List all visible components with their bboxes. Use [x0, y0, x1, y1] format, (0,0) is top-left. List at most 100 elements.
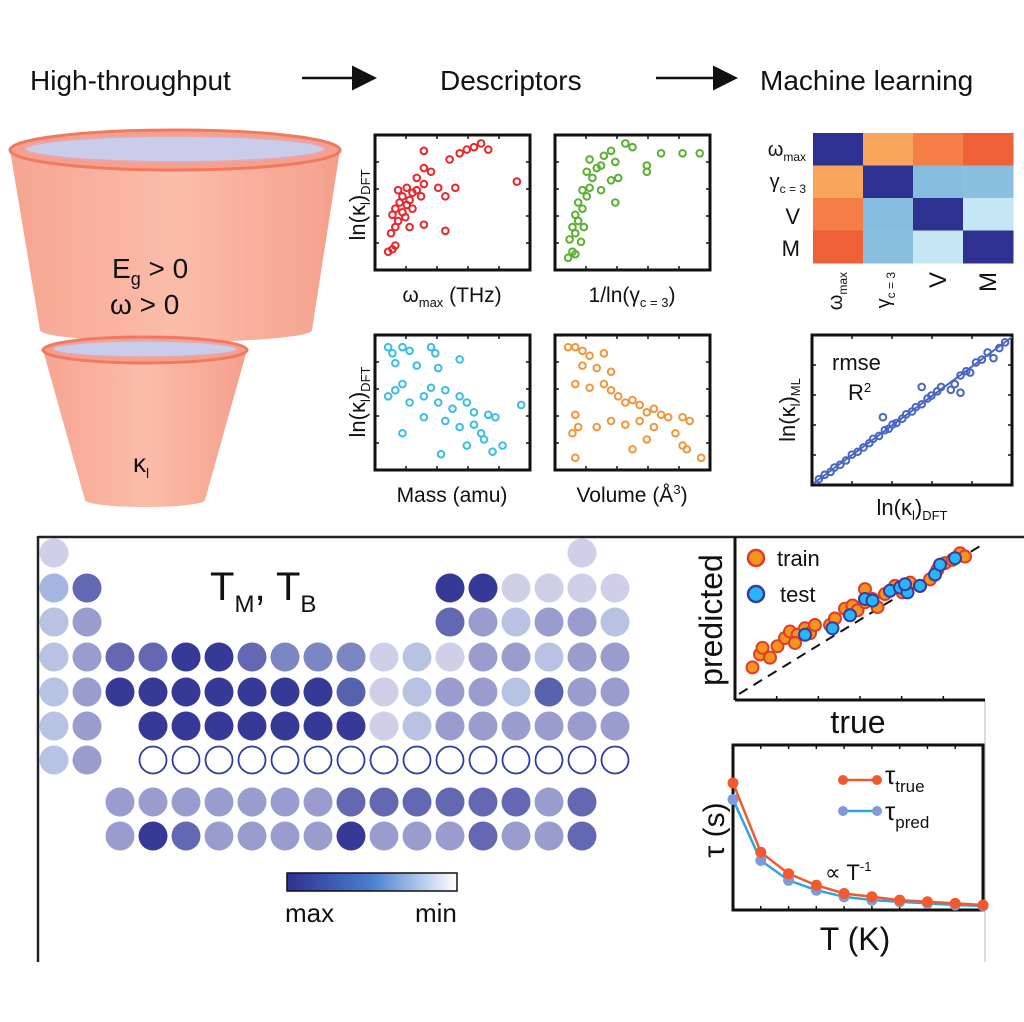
element-cell: [336, 642, 366, 672]
element-cell: [435, 821, 465, 851]
data-point: [671, 428, 680, 438]
test-point: [913, 578, 927, 593]
element-cell: [501, 711, 531, 741]
data-point: [401, 212, 410, 222]
data-point: [621, 398, 630, 407]
data-point: [426, 167, 436, 177]
data-point: [398, 342, 407, 352]
train-point: [755, 640, 770, 655]
data-point: [585, 155, 594, 164]
data-point: [441, 192, 450, 201]
data-point: [498, 441, 507, 450]
data-point: [391, 358, 400, 368]
data-point: [568, 222, 577, 232]
element-cell: [468, 573, 498, 603]
data-point: [592, 422, 602, 432]
data-point: [635, 400, 644, 410]
element-cell: [402, 711, 432, 741]
svg-text:V: V: [925, 272, 952, 288]
element-cell: [39, 607, 69, 637]
data-point: [878, 412, 888, 422]
data-point: [563, 253, 573, 263]
element-cell: [435, 787, 465, 817]
element-cell: [270, 642, 300, 672]
legend-tau-pred: τpred: [885, 796, 929, 832]
data-point: [405, 195, 414, 205]
test-point: [825, 621, 840, 636]
element-cell: [534, 745, 564, 775]
rmse-label: rmse: [832, 350, 881, 375]
data-point: [386, 228, 396, 238]
element-cell: [501, 607, 531, 637]
element-cell: [72, 745, 102, 775]
descriptor-ylabel-top: ln(κl)DFT: [345, 169, 373, 240]
data-point: [419, 220, 429, 229]
data-point: [516, 400, 526, 410]
element-cell: [204, 642, 234, 672]
data-point: [642, 408, 652, 417]
element-cell: [468, 711, 498, 741]
xlabel-mass: Mass (amu): [397, 484, 508, 507]
xlabel-omega-max: ωmax (THz): [402, 284, 501, 310]
data-point: [483, 410, 493, 420]
plot-frame: [553, 133, 712, 272]
element-cell: [303, 711, 333, 741]
data-point: [405, 398, 414, 407]
data-point: [571, 342, 580, 352]
point-pred: [727, 793, 739, 805]
element-cell: [567, 787, 597, 817]
tau-ylabel: τ (s): [698, 802, 731, 857]
test-point: [948, 551, 962, 566]
element-cell: [303, 821, 333, 851]
element-cell: [303, 745, 333, 775]
data-point: [462, 398, 472, 407]
data-point: [393, 216, 403, 226]
element-cell: [402, 642, 432, 672]
step-machine-learning: Machine learning: [760, 65, 973, 96]
test-point: [843, 608, 857, 623]
element-cell: [204, 821, 234, 851]
legend-marker: [872, 806, 882, 816]
data-point: [573, 198, 583, 207]
train-point: [808, 618, 822, 633]
element-cell: [39, 642, 69, 672]
data-point: [956, 371, 965, 380]
data-point: [946, 385, 956, 395]
element-cell: [270, 711, 300, 741]
element-cell: [237, 677, 267, 707]
data-point: [917, 399, 927, 409]
test-point: [933, 557, 947, 572]
element-cell: [270, 677, 300, 707]
parity-xlabel: ln(κl)DFT: [877, 495, 948, 523]
heatmap-cell: [863, 133, 914, 166]
data-point: [419, 146, 429, 156]
tau-plot: [727, 743, 989, 912]
data-point: [596, 161, 606, 170]
legend-test-marker: [746, 584, 766, 604]
legend-train: train: [777, 546, 820, 571]
element-cell: [303, 787, 333, 817]
element-cell: [204, 677, 234, 707]
parity-plot: [810, 333, 1014, 487]
data-point: [874, 431, 884, 441]
data-point: [685, 416, 695, 426]
data-point: [678, 412, 687, 422]
data-point: [579, 222, 589, 232]
data-point: [398, 379, 407, 389]
heatmap-cell: [913, 133, 964, 166]
data-point: [649, 404, 659, 413]
element-cell: [105, 677, 135, 707]
data-point: [611, 157, 620, 167]
descriptor-panels: [373, 133, 712, 472]
element-cell: [369, 642, 399, 672]
element-cell: [369, 677, 399, 707]
data-point: [433, 398, 443, 407]
element-cell: [468, 787, 498, 817]
element-cell: [336, 711, 366, 741]
data-point: [483, 145, 493, 154]
periodic-table: [39, 538, 630, 851]
element-cell: [270, 787, 300, 817]
element-cell: [39, 573, 69, 603]
element-cell: [39, 745, 69, 775]
